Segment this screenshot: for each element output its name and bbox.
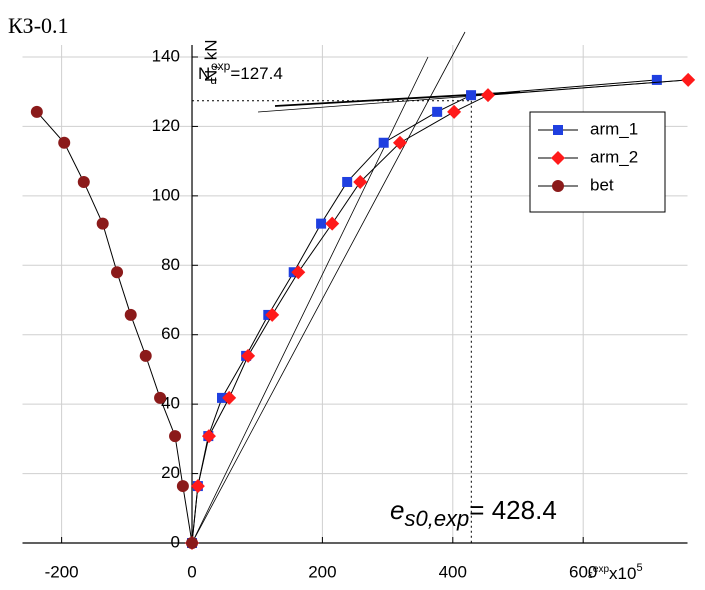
marker [201,429,216,444]
separator: = [469,495,491,525]
legend-marker [552,180,564,192]
marker [124,308,137,321]
subscript: s0,exp [404,506,469,531]
legend-label: bet [590,175,614,194]
marker [139,349,152,362]
legend-marker [551,151,565,165]
y-tick-label: 60 [161,324,180,343]
marker [217,392,227,403]
value: 428.4 [492,495,557,525]
y-tick-label: 20 [161,463,180,482]
y-axis-label: N, kN [201,40,220,83]
symbol: e [390,495,404,525]
marker [392,135,407,150]
marker [316,218,327,229]
subscript: u [210,73,217,87]
chart-title: КЗ-0.1 [8,13,69,38]
marker [265,307,280,322]
value: 127.4 [240,64,283,83]
marker [241,348,256,363]
y-tick-label: 80 [161,255,180,274]
superscript: exp [593,564,610,575]
y-tick-label: 100 [152,185,180,204]
marker [154,391,167,404]
legend-label: arm_1 [590,119,638,138]
symbol: N [198,64,210,83]
marker [111,266,124,279]
x-axis-label: εexpx105 [588,562,643,584]
marker [96,217,109,230]
y-tick-label: 0 [171,532,180,551]
tangent-line [191,56,429,544]
marker [222,390,237,405]
annotation: Nuexp=127.4 [198,59,283,87]
legend-box [529,111,666,213]
tangent-line [191,31,466,544]
x-tick-label: 400 [439,562,467,581]
marker [447,104,462,119]
marker [291,265,306,280]
marker [325,216,340,231]
marker [432,106,443,117]
marker [30,105,43,118]
x-tick-label: 0 [187,562,196,581]
superscript: exp [211,59,231,73]
marker [58,136,71,149]
marker [190,479,205,494]
marker [169,430,182,443]
marker [176,480,189,493]
superscript: 5 [636,562,642,574]
x-tick-label: 600 [569,562,597,581]
y-tick-label: 140 [152,46,180,65]
x-tick-label: -200 [45,562,79,581]
text: x10 [609,564,636,583]
marker [651,74,662,85]
marker [681,72,696,87]
legend-marker [553,125,563,135]
annotation: es0,exp= 428.4 [390,495,557,531]
marker [481,88,495,103]
marker [353,174,368,189]
separator: = [230,64,240,83]
y-tick-label: 120 [152,116,180,135]
x-tick-label: 200 [308,562,336,581]
marker [186,537,199,549]
symbol: ε [588,569,593,581]
marker [466,90,477,101]
marker [77,175,90,188]
marker [342,176,353,187]
legend-label: arm_2 [590,147,638,166]
marker [378,137,389,148]
